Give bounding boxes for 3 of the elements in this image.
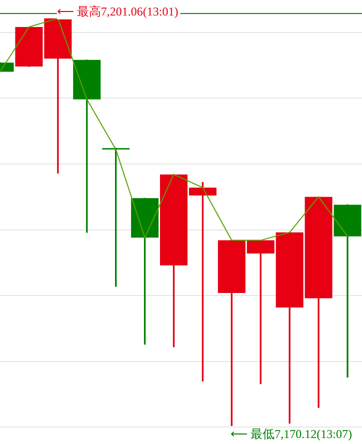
annotation: ⟵ 最低7,170.12(13:07) — [230, 426, 352, 441]
candlestick — [334, 204, 362, 378]
annotation: ⟵ 最高7,201.06(13:01) — [56, 4, 178, 18]
